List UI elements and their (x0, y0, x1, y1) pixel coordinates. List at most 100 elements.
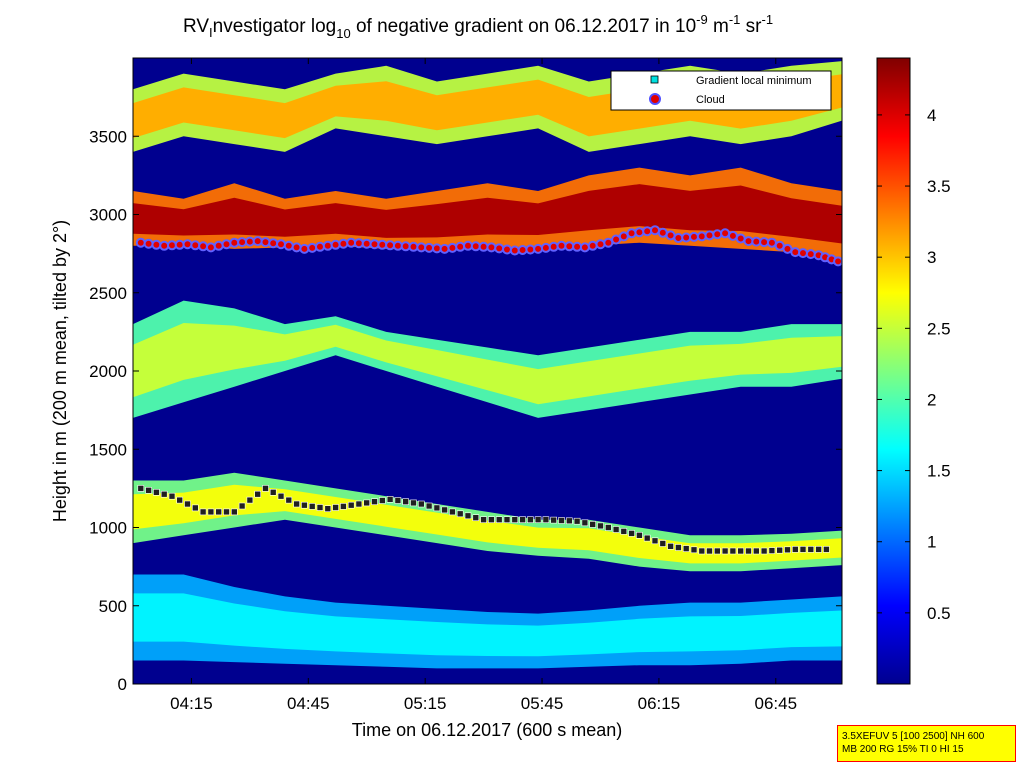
gradient-minimum-marker (542, 516, 550, 524)
heatmap-layer-core-2 (133, 323, 842, 405)
cloud-marker (135, 237, 146, 248)
cloud-marker (595, 239, 606, 250)
cloud-marker (198, 241, 209, 252)
parameter-line-1: 3.5XEFUV 5 [100 2500] NH 600 (842, 731, 985, 742)
gradient-minimum-marker (565, 517, 573, 525)
legend-box (610, 70, 832, 111)
legend-label-cloud: Cloud (696, 94, 725, 106)
cloud-marker (276, 239, 286, 250)
cloud-marker (494, 243, 505, 254)
y-axis: 0 500 1000 1500 2000 2500 3000 3500 (89, 127, 842, 694)
cloud-marker (182, 239, 193, 250)
parameter-box: 3.5XEFUV 5 [100 2500] NH 600 MB 200 RG 1… (837, 725, 1016, 762)
cloud-marker (650, 225, 660, 236)
cloud-marker (735, 233, 746, 244)
cloud-marker (221, 239, 232, 250)
gradient-minimum-marker (480, 516, 487, 524)
gradient-minimum-marker (262, 485, 269, 492)
cloud-marker (470, 241, 481, 252)
y-tick-label: 3500 (89, 127, 127, 146)
cloud-marker (774, 240, 785, 251)
gradient-minimum-marker (807, 546, 815, 553)
gradient-minimum-marker (495, 516, 503, 524)
gradient-minimum-marker (386, 495, 394, 503)
gradient-minimum-marker (791, 546, 799, 553)
cloud-marker (509, 245, 520, 256)
colorbar-tick-label: 2.5 (927, 319, 951, 338)
gradient-minimum-marker (277, 492, 285, 500)
cloud-marker (159, 240, 170, 251)
gradient-minimum-marker (472, 514, 480, 522)
gradient-minimum-marker (433, 504, 441, 512)
gradient-minimum-marker (340, 503, 347, 510)
heatmap-layer-core-3 (133, 184, 842, 244)
cloud-marker (712, 229, 723, 240)
cloud-marker (657, 227, 668, 238)
gradient-minimum-marker (238, 502, 246, 510)
gradient-minimum-marker (199, 508, 207, 516)
cloud-marker (720, 228, 731, 239)
gradient-minimum-marker (682, 545, 690, 552)
cloud-marker (307, 242, 318, 253)
cloud-marker (798, 248, 808, 259)
cloud-marker (151, 239, 162, 250)
cloud-marker (213, 240, 224, 251)
x-axis-label: Time on 06.12.2017 (600 s mean) (352, 720, 623, 740)
gradient-minimum-marker (371, 498, 378, 506)
gradient-minimum-marker (402, 498, 410, 506)
gradient-minimum-marker (254, 490, 261, 498)
x-tick-label: 05:45 (521, 694, 564, 713)
plot-area: 04:15 04:45 05:15 05:45 06:15 06:45 0 500 1000 1… (89, 57, 843, 713)
gradient-minimum-marker (527, 516, 534, 524)
y-tick-label: 500 (99, 597, 127, 616)
gradient-minimum-marker (285, 496, 293, 504)
colorbar-tick-label: 1.5 (927, 462, 951, 481)
gradient-minimum-marker (231, 508, 238, 516)
y-axis-label: Height in m (200 m mean, tilted by 2°) (50, 220, 70, 522)
cloud-marker (237, 237, 248, 248)
cloud-marker (673, 233, 684, 243)
gradient-minimum-marker (511, 516, 519, 524)
gradient-minimum-marker (137, 485, 145, 492)
y-tick-label: 1000 (89, 519, 127, 538)
cloud-marker (455, 241, 466, 252)
gradient-minimum-marker (776, 546, 784, 554)
cloud-marker (299, 243, 310, 254)
cloud-marker (392, 240, 403, 251)
colorbar-tick-label: 2 (927, 390, 936, 409)
gradient-minimum-marker (324, 505, 332, 513)
cloud-marker (572, 241, 583, 252)
legend-marker-cloud (649, 93, 661, 105)
cloud-marker (190, 240, 201, 251)
y-tick-label: 0 (118, 675, 127, 694)
cloud-marker (315, 241, 325, 252)
cloud-marker (805, 249, 816, 260)
cloud-marker (369, 239, 380, 250)
cloud-marker (517, 245, 528, 255)
gradient-minimum-marker (667, 542, 674, 550)
cloud-marker (540, 242, 551, 253)
gradient-minimum-marker (698, 547, 706, 555)
cloud-marker (283, 240, 294, 251)
gradient-minimum-marker (425, 502, 433, 510)
gradient-minimum-marker (464, 512, 472, 520)
gradient-minimum-marker (168, 492, 176, 500)
colorbar-tick-label: 4 (927, 106, 936, 125)
colorbar-tick-label: 3 (927, 248, 936, 267)
gradient-minimum-marker (729, 547, 737, 555)
gradient-minimum-marker (269, 488, 277, 496)
cloud-marker (743, 236, 754, 247)
gradient-minimum-marker (651, 537, 659, 545)
cloud-marker (665, 230, 676, 241)
cloud-marker (338, 238, 349, 249)
gradient-minimum-marker (745, 547, 752, 555)
gradient-minimum-marker (659, 540, 667, 547)
cloud-marker (353, 238, 364, 249)
gradient-minimum-marker (612, 526, 620, 533)
cloud-marker (556, 240, 567, 251)
cloud-marker (416, 242, 427, 253)
gradient-minimum-marker (488, 516, 495, 524)
gradient-minimum-marker (449, 508, 456, 516)
gradient-minimum-marker (223, 508, 230, 516)
